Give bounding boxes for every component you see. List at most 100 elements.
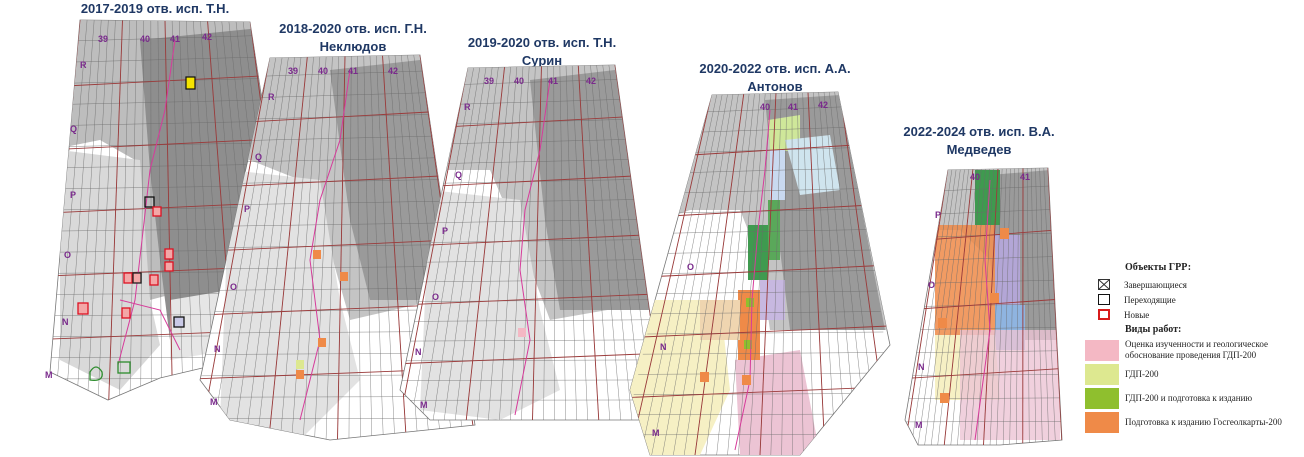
graticule-minor-line [543, 65, 548, 420]
graticule-major-line [200, 55, 271, 440]
red-box-icon [1098, 309, 1110, 320]
graticule-minor-line [976, 168, 995, 445]
graticule-minor-line [797, 92, 804, 455]
row-letter: O [928, 280, 935, 290]
object-prep [340, 272, 348, 281]
graticule-major-line [532, 65, 542, 420]
row-letter: M [652, 428, 660, 438]
zone-number: 40 [318, 66, 328, 76]
legend-object-new: Новые [1085, 307, 1300, 322]
graticule-minor-line [314, 55, 333, 440]
graticule-minor-line [640, 92, 718, 455]
graticule-minor-line [950, 168, 978, 445]
graticule-minor-line [1035, 168, 1043, 445]
graticule-minor-line [802, 92, 815, 455]
object-new [77, 302, 89, 315]
graticule-minor-line [651, 92, 723, 455]
graticule-minor-line [488, 65, 518, 420]
legend-work-title: Виды работ: [1125, 324, 1182, 335]
graticule-major-line [382, 55, 407, 440]
object-prep [938, 318, 947, 328]
row-letter: O [64, 250, 71, 260]
graticule-major-line [905, 168, 949, 445]
legend-object-transitional: Переходящие [1085, 292, 1300, 307]
zone-number: 41 [348, 66, 358, 76]
zone-number: 40 [140, 34, 150, 44]
panel-title-4: 2020-2022 отв. исп. А.А. Антонов [699, 61, 851, 94]
graticule-minor-line [602, 65, 644, 420]
object-prep [940, 393, 949, 403]
row-letter: P [442, 226, 448, 236]
graticule-minor-line [781, 92, 787, 455]
graticule-minor-line [376, 55, 395, 440]
graticule-minor-line [140, 20, 144, 400]
graticule-minor-line [1043, 168, 1056, 445]
legend-work-gdp: ГДП-200 [1085, 364, 1300, 385]
graticule-minor-line [222, 55, 283, 440]
object-prep [742, 375, 751, 385]
graticule-minor-line [662, 92, 729, 455]
zone-number: 41 [548, 76, 558, 86]
graticule-major-line [465, 65, 506, 420]
region-boundary [974, 179, 991, 441]
region-boundary [734, 109, 771, 451]
map-labels: 39 40 41 42 39 40 41 42 39 40 41 42 40 41 42 40 41 R Q P O N M… [45, 32, 1030, 438]
region-boundary [119, 299, 181, 351]
graticule-major-line [807, 92, 826, 455]
graticule-minor-line [66, 20, 95, 400]
graticule-minor-line [369, 55, 384, 440]
graticule-minor-line [76, 20, 102, 400]
graticule-minor-line [596, 65, 633, 420]
graticule-minor-line [357, 55, 361, 440]
legend-objects-title: Объекты ГРР: [1125, 262, 1192, 273]
legend-label: Оценка изученности и геологическое обосн… [1125, 339, 1268, 360]
graticule-minor-line [499, 65, 524, 420]
row-letter: R [464, 102, 471, 112]
object-new [164, 261, 174, 272]
row-letter: N [415, 347, 422, 357]
legend-object-completed: Завершающиеся [1085, 277, 1300, 292]
graticule-minor-line [421, 65, 481, 420]
swatch-assessment [1085, 339, 1119, 361]
graticule-minor-line [1039, 168, 1050, 445]
legend-label: ГДП-200 и подготовка к изданию [1125, 393, 1253, 403]
graticule-major-line [630, 92, 713, 455]
object-prep [700, 372, 709, 382]
graticule-minor-line [957, 168, 982, 445]
graticule-minor-line [363, 55, 373, 440]
graticule-minor-line [55, 20, 88, 400]
crossed-box-icon [1098, 279, 1110, 290]
graticule-minor-line [911, 168, 953, 445]
row-letter: O [432, 292, 439, 302]
zone-number: 41 [1020, 172, 1030, 182]
row-letter: M [420, 400, 428, 410]
graticule-major-line [268, 55, 308, 440]
region-boundary [514, 79, 551, 416]
object-new [121, 307, 131, 319]
zone-number: 41 [788, 102, 798, 112]
row-letter: N [214, 344, 221, 354]
graticule [905, 168, 1062, 445]
row-letter: Q [255, 152, 262, 162]
zone-number: 42 [586, 76, 596, 86]
row-letter: M [45, 370, 53, 380]
object-assessment [518, 328, 526, 337]
graticule-minor-line [119, 20, 130, 400]
object-prep [296, 370, 304, 379]
graticule-minor-line [559, 65, 566, 420]
graticule-minor-line [1031, 168, 1037, 445]
legend-label: Завершающиеся [1124, 279, 1187, 290]
panel-title-3: 2019-2020 отв. исп. Т.Н. Сурин [467, 35, 617, 68]
graticule-minor-line [1026, 168, 1030, 445]
map-panel-2 [199, 54, 476, 441]
object-prep [313, 250, 321, 259]
graticule-minor-line [1002, 168, 1011, 445]
graticule-minor-line [590, 65, 622, 420]
legend-label: Новые [1124, 309, 1150, 320]
map-fill [200, 55, 475, 440]
graticule-major-line [337, 55, 346, 440]
row-letter: P [935, 210, 941, 220]
graticule-minor-line [748, 92, 771, 455]
swatch-gdp [1085, 364, 1119, 385]
